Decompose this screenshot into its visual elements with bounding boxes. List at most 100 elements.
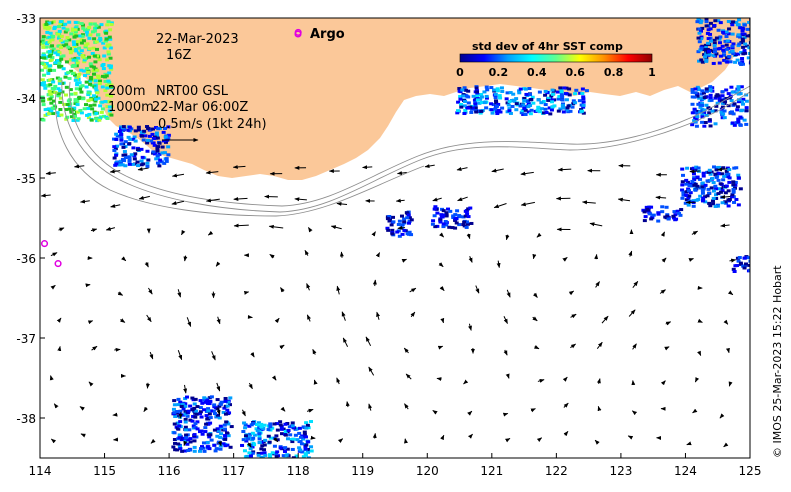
sst-pixel — [47, 21, 52, 25]
sst-pixel — [41, 45, 46, 49]
sst-pixel — [129, 153, 134, 157]
sst-pixel — [577, 99, 582, 103]
sst-pixel — [41, 97, 46, 101]
current-vector — [562, 376, 568, 382]
sst-pixel — [305, 423, 310, 427]
sst-pixel — [224, 431, 229, 435]
sst-pixel — [744, 93, 749, 97]
sst-pixel — [136, 128, 141, 132]
sst-pixel — [82, 60, 87, 64]
sst-pixel — [713, 193, 718, 197]
sst-pixel — [692, 107, 697, 111]
sst-pixel — [674, 217, 679, 221]
sst-pixel — [511, 98, 516, 102]
sst-pixel — [207, 412, 212, 416]
sst-pixel — [705, 47, 710, 51]
sst-pixel — [47, 89, 52, 93]
sst-pixel — [742, 23, 747, 27]
sst-pixel — [708, 96, 713, 100]
sst-pixel — [724, 184, 729, 188]
sst-pixel — [561, 110, 566, 114]
sst-pixel — [736, 33, 741, 37]
sst-pixel — [159, 160, 164, 164]
sst-pixel — [694, 124, 699, 128]
sst-pixel — [192, 449, 197, 453]
current-vector — [372, 279, 377, 287]
sst-pixel — [46, 27, 51, 31]
sst-pixel — [690, 102, 695, 106]
sst-pixel — [52, 68, 57, 72]
sst-pixel — [257, 435, 262, 439]
sst-pixel — [565, 106, 570, 110]
sst-pixel — [45, 30, 50, 34]
sst-pixel — [67, 107, 72, 111]
sst-pixel — [88, 79, 93, 83]
sst-pixel — [723, 200, 728, 204]
sst-pixel — [496, 102, 501, 106]
sst-pixel — [711, 181, 716, 185]
sst-pixel — [135, 160, 140, 164]
sst-pixel — [730, 32, 735, 36]
x-tick-label: 114 — [29, 464, 52, 478]
sst-pixel — [242, 421, 247, 425]
sst-pixel — [581, 103, 586, 107]
sst-pixel — [709, 170, 714, 174]
sst-pixel — [135, 148, 140, 152]
sst-pixel — [724, 97, 729, 101]
sst-pixel — [741, 264, 746, 268]
sst-pixel — [164, 159, 169, 163]
sst-pixel — [730, 44, 735, 48]
sst-pixel — [514, 108, 519, 112]
sst-pixel — [192, 439, 197, 443]
sst-pixel — [507, 109, 512, 113]
sst-pixel — [102, 54, 107, 58]
sst-pixel — [390, 228, 395, 232]
colorbar-title: std dev of 4hr SST comp — [472, 40, 623, 53]
current-vector — [617, 197, 631, 202]
sst-pixel — [268, 425, 273, 429]
sst-pixel — [690, 123, 695, 127]
sst-pixel — [281, 454, 286, 458]
current-vector — [375, 252, 381, 258]
sst-pixel — [526, 102, 531, 106]
sst-pixel — [462, 220, 467, 224]
sst-pixel — [500, 89, 505, 93]
sst-pixel — [484, 85, 489, 89]
sst-pixel — [92, 29, 97, 33]
sst-pixel — [177, 424, 182, 428]
current-vector — [112, 412, 118, 417]
sst-pixel — [55, 76, 60, 80]
sst-pixel — [524, 92, 529, 96]
sst-pixel — [127, 158, 132, 162]
sst-pixel — [473, 102, 478, 106]
sst-pixel — [713, 122, 718, 126]
sst-pixel — [748, 268, 750, 272]
sst-pixel — [453, 218, 458, 222]
sst-pixel — [543, 103, 548, 107]
current-vector — [205, 198, 220, 203]
isobath-1000-label: 1000m — [108, 100, 154, 115]
sst-pixel — [736, 173, 741, 177]
sst-pixel — [67, 76, 72, 80]
sst-pixel — [173, 441, 178, 445]
sst-pixel — [95, 74, 100, 78]
sst-pixel — [223, 412, 228, 416]
sst-pixel — [695, 115, 700, 119]
current-vector — [436, 377, 442, 382]
sst-pixel — [48, 83, 53, 87]
sst-pixel — [526, 110, 531, 114]
sst-pixel — [514, 102, 519, 106]
sst-pixel — [57, 81, 62, 85]
sst-pixel — [541, 111, 546, 115]
sst-pixel — [93, 83, 98, 87]
sst-pixel — [564, 98, 569, 102]
sst-pixel — [385, 217, 390, 221]
sst-pixel — [549, 108, 554, 112]
current-vector — [410, 311, 416, 318]
sst-pixel — [48, 31, 53, 35]
x-tick-label: 119 — [351, 464, 374, 478]
sst-pixel — [96, 25, 101, 29]
sst-pixel — [73, 98, 78, 102]
sst-pixel — [88, 82, 93, 86]
sst-pixel — [711, 54, 716, 58]
